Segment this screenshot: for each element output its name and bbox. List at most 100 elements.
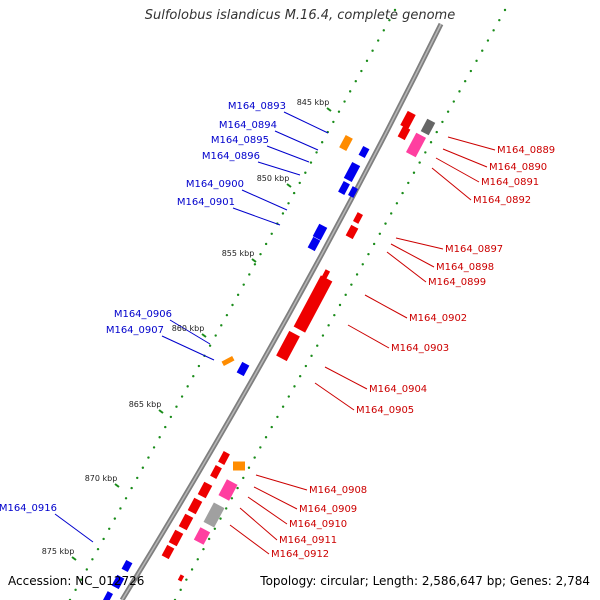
inner-track-dot <box>382 29 385 32</box>
reverse-gene-leader <box>314 382 355 411</box>
gene-forward <box>121 559 133 573</box>
reverse-gene-label: M164_0904 <box>369 384 427 395</box>
kbp-tick-mark <box>201 333 207 338</box>
gene-reverse <box>397 125 411 141</box>
gene-reverse <box>321 269 331 279</box>
inner-track-dot <box>152 446 156 449</box>
outer-track-dot <box>259 446 262 449</box>
inner-track-dot <box>304 171 307 174</box>
outer-track-dot <box>458 90 461 93</box>
reverse-gene-label: M164_0912 <box>271 549 329 560</box>
gene-forward <box>236 361 250 377</box>
inner-track-dot <box>208 344 212 347</box>
inner-track-dot <box>360 69 363 73</box>
genes-value: 2,784 <box>555 574 590 588</box>
gene-reverse <box>345 224 359 240</box>
genome-summary: Topology: circular; Length: 2,586,647 bp… <box>260 574 590 588</box>
forward-gene-label: M164_0895 <box>211 135 269 146</box>
gene-grey <box>420 118 436 136</box>
kbp-tick-label: 875 kbp <box>42 547 75 556</box>
inner-track-dot <box>147 456 150 459</box>
reverse-gene-label: M164_0889 <box>497 145 555 156</box>
outer-track-dot <box>185 578 188 581</box>
inner-track-dot <box>74 588 77 592</box>
outer-track-dot <box>196 558 199 561</box>
inner-track-dot <box>231 303 234 307</box>
gene-forward <box>343 161 361 183</box>
inner-track-dot <box>186 385 189 388</box>
kbp-tick-mark <box>251 258 257 263</box>
outer-track-dot <box>367 252 370 256</box>
outer-track-dot <box>372 242 376 246</box>
inner-track-dot <box>130 486 133 490</box>
accession-label: Accession: <box>8 574 72 588</box>
outer-track-dot <box>179 588 182 592</box>
gene-reverse <box>197 481 213 499</box>
outer-track-dot <box>253 456 256 459</box>
inner-track-dot <box>332 120 335 124</box>
inner-track-dot <box>270 232 273 235</box>
kbp-tick-label: 865 kbp <box>129 400 162 409</box>
reverse-gene-label: M164_0891 <box>481 177 539 188</box>
outer-track-dot <box>441 120 444 124</box>
reverse-gene-label: M164_0898 <box>436 262 494 273</box>
forward-gene-leader <box>266 145 310 163</box>
reverse-gene-label: M164_0892 <box>473 195 531 206</box>
outer-track-dot <box>446 110 450 113</box>
inner-track-dot <box>343 100 346 103</box>
gene-forward <box>103 591 113 600</box>
gene-reverse <box>187 497 203 515</box>
gene-pseudo <box>405 132 427 158</box>
outer-track-dot <box>338 303 342 307</box>
reverse-gene-label: M164_0908 <box>309 485 367 496</box>
reverse-gene-leader <box>395 237 444 250</box>
gene-reverse <box>210 465 222 479</box>
outer-track-dot <box>213 527 217 530</box>
accession-info: Accession: NC_012726 <box>8 574 144 588</box>
inner-track-dot <box>214 334 217 337</box>
length-label: Length: <box>372 574 419 588</box>
inner-track-dot <box>108 527 111 530</box>
gene-rna <box>339 134 353 152</box>
inner-track-dot <box>315 151 318 154</box>
inner-track-dot <box>197 364 201 368</box>
outer-track-dot <box>492 29 495 32</box>
forward-gene-label: M164_0916 <box>0 503 57 514</box>
inner-track-dot <box>192 375 195 378</box>
gene-pseudo <box>193 527 211 545</box>
reverse-gene-label: M164_0897 <box>445 244 503 255</box>
inner-track-dot <box>102 537 105 541</box>
gene-forward <box>307 236 321 252</box>
length-value: 2,586,647 bp; <box>421 574 507 588</box>
inner-track-dot <box>298 181 301 185</box>
inner-track-dot <box>80 578 83 581</box>
forward-gene-label: M164_0907 <box>106 325 164 336</box>
inner-track-dot <box>242 283 245 286</box>
accession-value: NC_012726 <box>75 574 145 588</box>
gene-forward <box>111 574 125 590</box>
reverse-gene-leader <box>435 157 480 183</box>
forward-gene-leader <box>161 335 215 361</box>
outer-track-dot <box>401 191 404 195</box>
gene-forward <box>312 223 328 241</box>
outer-track-dot <box>242 476 245 480</box>
outer-track-dot <box>310 354 313 358</box>
outer-track-dot <box>264 436 268 439</box>
kbp-tick-mark <box>158 409 164 414</box>
kbp-tick-mark <box>114 483 120 488</box>
kbp-tick-mark <box>326 107 332 112</box>
gene-reverse <box>353 212 363 224</box>
forward-gene-label: M164_0906 <box>114 309 172 320</box>
gene-grey <box>203 502 225 528</box>
forward-gene-leader <box>283 111 329 134</box>
kbp-tick-mark <box>286 183 292 188</box>
topology-label: Topology: <box>260 574 317 588</box>
gene-reverse <box>168 529 184 547</box>
outer-track-dot <box>190 568 194 571</box>
reverse-gene-leader <box>229 524 270 555</box>
forward-gene-leader <box>54 513 94 543</box>
outer-track-dot <box>230 497 234 500</box>
inner-track-dot <box>253 263 257 266</box>
inner-track-dot <box>236 293 240 297</box>
outer-track-dot <box>276 415 279 419</box>
